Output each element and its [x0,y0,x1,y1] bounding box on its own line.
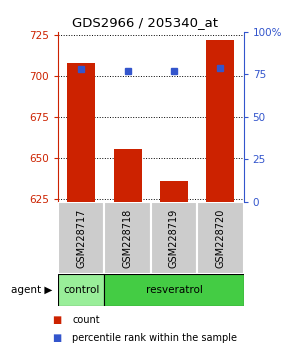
Bar [197,202,244,274]
Bar [151,202,197,274]
Text: percentile rank within the sample: percentile rank within the sample [72,333,238,343]
Text: ■: ■ [52,315,61,325]
Text: control: control [63,285,99,295]
Bar [67,63,95,202]
Text: resveratrol: resveratrol [146,285,202,295]
Text: ■: ■ [52,333,61,343]
Bar [160,181,188,202]
Bar [206,40,234,202]
Text: GSM228719: GSM228719 [169,209,179,268]
Text: GSM228720: GSM228720 [215,209,225,268]
Bar [114,149,142,202]
Bar [104,274,244,306]
Text: agent ▶: agent ▶ [11,285,52,295]
Bar [58,202,104,274]
Text: GSM228718: GSM228718 [123,209,133,268]
Text: count: count [72,315,100,325]
Bar [58,274,104,306]
Text: GDS2966 / 205340_at: GDS2966 / 205340_at [72,16,218,29]
Bar [104,202,151,274]
Text: GSM228717: GSM228717 [76,209,86,268]
